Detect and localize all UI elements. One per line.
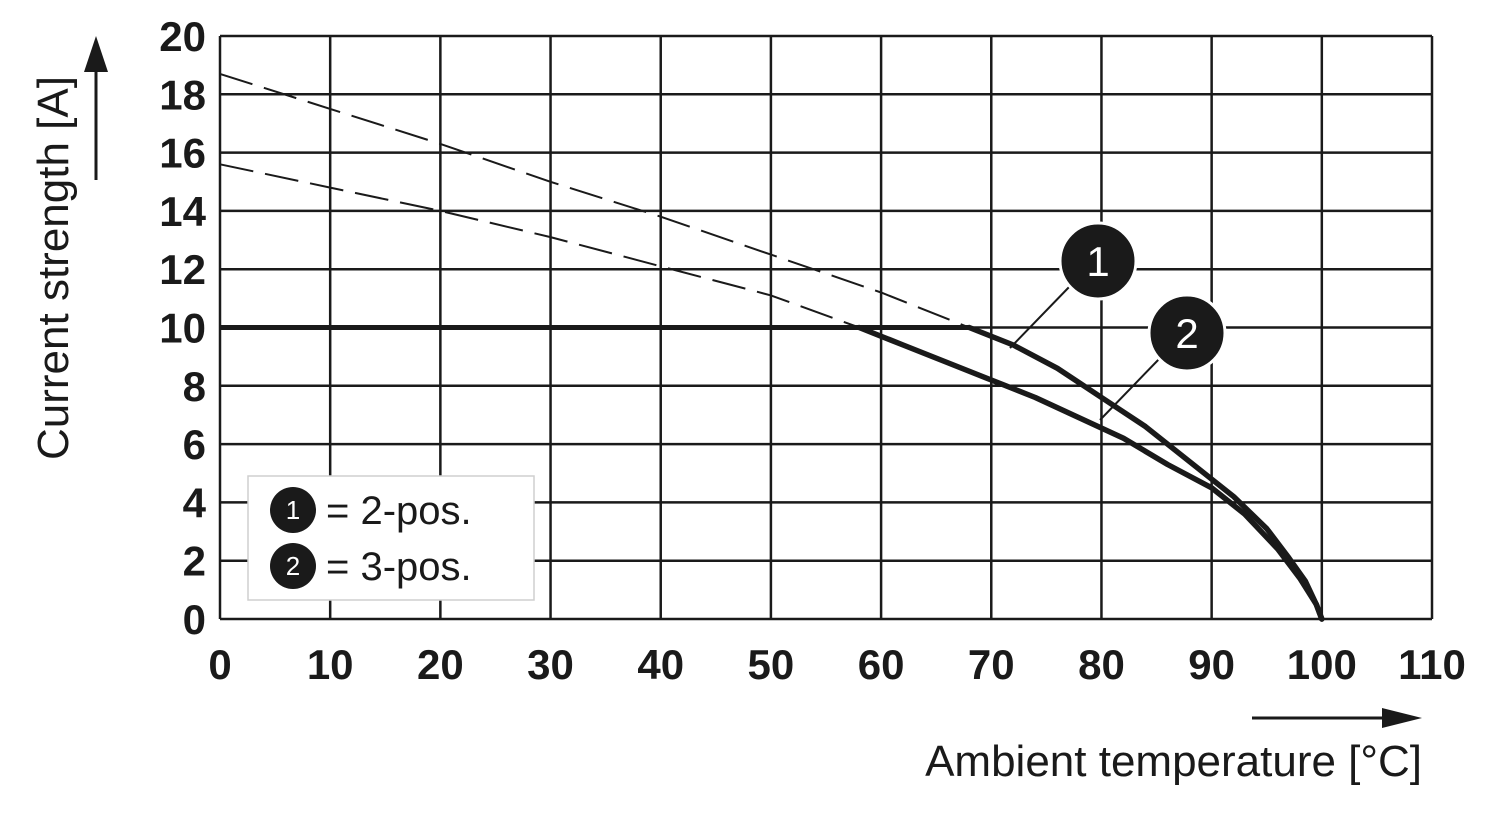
y-tick-label-4: 4 [183,479,207,526]
y-tick-label-2: 2 [183,538,206,585]
x-axis-ticks: 0 10 20 30 40 50 60 70 80 90 100 110 [208,641,1466,688]
x-axis-arrow-head [1382,708,1422,728]
y-tick-label-16: 16 [159,130,206,177]
series-1-derating-curve [966,324,1325,622]
y-tick-label-12: 12 [159,246,206,293]
x-tick-label-110: 110 [1398,641,1466,688]
x-tick-label-50: 50 [748,641,795,688]
legend-label-1: = 2-pos. [326,489,472,533]
callout-1: 1 [1009,221,1138,349]
series-layer [219,72,1325,622]
y-axis-arrow-head [84,36,108,72]
x-tick-label-20: 20 [417,641,464,688]
y-tick-label-14: 14 [159,188,206,235]
y-tick-label-8: 8 [183,363,206,410]
callout-2-leader [1099,355,1163,421]
series-2-derating-curve [856,324,1325,622]
callout-2-circle [1147,293,1227,373]
y-tick-label-0: 0 [183,596,206,643]
y-tick-label-18: 18 [159,71,206,118]
x-tick-label-30: 30 [527,641,574,688]
callout-1-circle [1058,221,1138,301]
y-tick-label-20: 20 [159,13,206,60]
x-tick-label-80: 80 [1078,641,1125,688]
callout-2: 2 [1099,293,1227,421]
x-tick-label-100: 100 [1287,641,1357,688]
legend-marker-1 [270,487,316,533]
y-tick-label-10: 10 [159,305,206,352]
series-2-dashed-line [219,163,860,329]
x-tick-label-0: 0 [208,641,231,688]
legend-entry-1: 1 = 2-pos. [270,487,472,533]
legend-marker-1-label: 1 [286,495,300,525]
callout-1-label: 1 [1086,238,1109,285]
legend-marker-2 [270,543,316,589]
callout-1-leader [1009,283,1073,349]
x-tick-label-40: 40 [637,641,684,688]
y-axis-ticks: 0 2 4 6 8 10 12 14 16 18 20 [159,13,206,643]
y-tick-label-6: 6 [183,421,206,468]
series-1-dashed-line [219,72,970,329]
x-tick-label-10: 10 [307,641,354,688]
callout-2-label: 2 [1175,310,1198,357]
x-tick-label-60: 60 [858,641,905,688]
x-tick-label-70: 70 [968,641,1015,688]
y-axis-title: Current strength [A] [29,76,78,460]
x-axis-title: Ambient temperature [°C] [925,737,1422,786]
x-tick-label-90: 90 [1188,641,1235,688]
legend-entry-2: 2 = 3-pos. [270,543,472,589]
legend: 1 = 2-pos. 2 = 3-pos. [247,475,535,601]
legend-label-2: = 3-pos. [326,545,472,589]
legend-marker-2-label: 2 [286,551,300,581]
